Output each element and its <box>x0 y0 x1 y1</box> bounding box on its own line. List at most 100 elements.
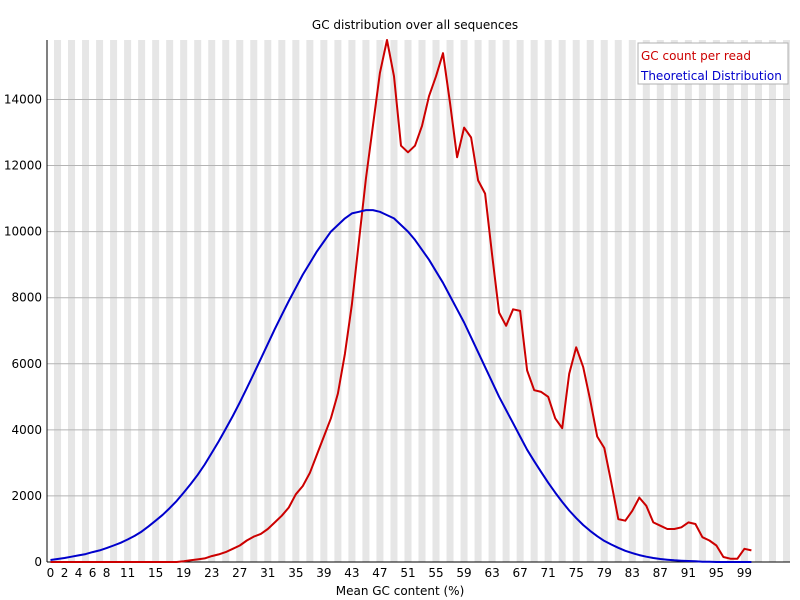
y-tick-label: 2000 <box>11 489 42 503</box>
plot-stripe <box>502 40 510 562</box>
plot-stripe <box>292 40 300 562</box>
x-tick-label: 83 <box>625 566 640 580</box>
plot-stripe <box>124 40 132 562</box>
y-tick-label: 4000 <box>11 423 42 437</box>
plot-stripe <box>712 40 720 562</box>
plot-stripe <box>96 40 104 562</box>
plot-stripe <box>432 40 440 562</box>
x-tick-label: 43 <box>344 566 359 580</box>
y-tick-labels: 0 2000 4000 6000 8000 10000 12000 14000 <box>4 92 42 569</box>
x-tick-label: 75 <box>569 566 584 580</box>
chart-title: GC distribution over all sequences <box>312 18 518 32</box>
plot-stripe <box>152 40 160 562</box>
plot-stripe <box>614 40 622 562</box>
x-tick-label: 59 <box>456 566 471 580</box>
plot-stripe <box>782 40 790 562</box>
plot-stripe <box>474 40 482 562</box>
plot-stripe <box>530 40 538 562</box>
series-line-gc-count <box>50 39 752 563</box>
y-tick-label: 12000 <box>4 159 42 173</box>
plot-stripe <box>222 40 230 562</box>
plot-stripe <box>684 40 692 562</box>
x-tick-label: 4 <box>75 566 83 580</box>
plot-stripe <box>768 40 776 562</box>
x-tick-label: 79 <box>597 566 612 580</box>
x-tick-label: 63 <box>484 566 499 580</box>
plot-stripe <box>726 40 734 562</box>
plot-stripe <box>740 40 748 562</box>
x-tick-label: 6 <box>89 566 97 580</box>
x-tick-label: 23 <box>204 566 219 580</box>
series-line-theoretical <box>50 209 752 563</box>
plot-stripe <box>180 40 188 562</box>
legend-entry-theoretical: Theoretical Distribution <box>640 69 782 83</box>
plot-stripe <box>138 40 146 562</box>
plot-stripe <box>446 40 454 562</box>
y-tick-label: 8000 <box>11 291 42 305</box>
plot-stripe <box>208 40 216 562</box>
plot-stripe <box>670 40 678 562</box>
plot-stripe <box>544 40 552 562</box>
x-axis-title: Mean GC content (%) <box>336 584 465 598</box>
x-tick-label: 47 <box>372 566 387 580</box>
series-lines <box>50 39 752 563</box>
plot-stripe <box>488 40 496 562</box>
x-tick-label: 55 <box>428 566 443 580</box>
legend-box <box>637 42 789 85</box>
plot-stripe <box>656 40 664 562</box>
x-tick-label: 35 <box>288 566 303 580</box>
plot-stripe <box>264 40 272 562</box>
x-tick-label: 39 <box>316 566 331 580</box>
plot-stripe <box>166 40 174 562</box>
plot-stripe <box>754 40 762 562</box>
plot-stripe <box>628 40 636 562</box>
plot-stripe <box>334 40 342 562</box>
y-tick-label: 10000 <box>4 225 42 239</box>
x-tick-label: 67 <box>512 566 527 580</box>
x-tick-label: 51 <box>400 566 415 580</box>
plot-stripe <box>250 40 258 562</box>
x-tick-labels: 0 2 4 6 8 11 15 19 23 27 31 35 39 43 47 51 55 59 63 67 71 75 7… <box>47 566 752 580</box>
plot-stripe <box>600 40 608 562</box>
plot-stripe <box>698 40 706 562</box>
plot-stripe <box>54 40 62 562</box>
x-tick-label: 95 <box>709 566 724 580</box>
plot-stripe <box>306 40 314 562</box>
x-tick-label: 8 <box>103 566 111 580</box>
horizontal-gridlines <box>47 98 790 497</box>
plot-stripe <box>82 40 90 562</box>
plot-stripe <box>320 40 328 562</box>
x-tick-label: 2 <box>61 566 69 580</box>
x-tick-label: 0 <box>47 566 55 580</box>
legend-entry-gc-count: GC count per read <box>641 49 751 63</box>
plot-stripe <box>376 40 384 562</box>
plot-stripes <box>54 40 790 562</box>
plot-stripe <box>558 40 566 562</box>
plot-stripe <box>278 40 286 562</box>
plot-stripe <box>418 40 426 562</box>
x-tick-label: 71 <box>541 566 556 580</box>
plot-stripe <box>586 40 594 562</box>
x-tick-label: 91 <box>681 566 696 580</box>
x-tick-label: 99 <box>737 566 752 580</box>
plot-stripe <box>572 40 580 562</box>
x-tick-label: 15 <box>148 566 163 580</box>
x-tick-label: 19 <box>176 566 191 580</box>
x-tick-label: 11 <box>120 566 135 580</box>
plot-stripe <box>390 40 398 562</box>
plot-stripe <box>68 40 76 562</box>
x-tick-label: 31 <box>260 566 275 580</box>
y-tick-label: 6000 <box>11 357 42 371</box>
plot-stripe <box>110 40 118 562</box>
y-tick-label: 14000 <box>4 92 42 106</box>
y-tick-label: 0 <box>34 555 42 569</box>
plot-stripe <box>236 40 244 562</box>
plot-stripe <box>460 40 468 562</box>
x-tick-label: 87 <box>653 566 668 580</box>
legend: GC count per read Theoretical Distributi… <box>637 42 789 85</box>
plot-stripe <box>516 40 524 562</box>
plot-stripe <box>642 40 650 562</box>
x-tick-label: 27 <box>232 566 247 580</box>
